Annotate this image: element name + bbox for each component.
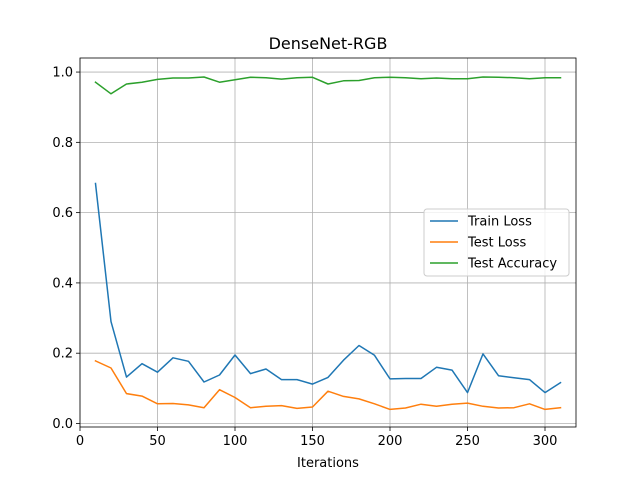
y-tick-label: 0.0 bbox=[52, 417, 73, 432]
x-tick-label: 250 bbox=[455, 434, 480, 449]
legend-label-test-accuracy: Test Accuracy bbox=[467, 257, 557, 272]
x-tick-label: 50 bbox=[149, 434, 166, 449]
x-tick-label: 150 bbox=[300, 434, 325, 449]
series-line-test-loss bbox=[94, 359, 562, 411]
legend-box bbox=[423, 208, 570, 277]
legend-label-test-loss: Test Loss bbox=[467, 236, 526, 251]
chart-title: DenseNet-RGB bbox=[269, 34, 388, 53]
legend: Train Loss Test Loss Test Accuracy bbox=[423, 208, 570, 277]
series-line-test-accuracy bbox=[94, 76, 562, 95]
ticks-layer: 0 50 100 150 200 250 300 0.0 0.2 0.4 0.6 0.8 1.0 bbox=[52, 66, 557, 449]
y-tick-label: 0.6 bbox=[52, 206, 73, 221]
x-tick-label: 100 bbox=[223, 434, 248, 449]
x-axis-label: Iterations bbox=[297, 456, 359, 471]
x-tick-label: 0 bbox=[76, 434, 84, 449]
plot-frame bbox=[79, 57, 577, 428]
y-tick-label: 0.8 bbox=[52, 136, 73, 151]
legend-label-train-loss: Train Loss bbox=[467, 215, 532, 230]
x-tick-label: 200 bbox=[378, 434, 403, 449]
x-tick-label: 300 bbox=[533, 434, 558, 449]
series-line-train-loss bbox=[94, 182, 562, 394]
y-tick-label: 0.4 bbox=[52, 276, 73, 291]
y-tick-label: 1.0 bbox=[52, 66, 73, 81]
y-tick-label: 0.2 bbox=[52, 347, 73, 362]
series-layer bbox=[94, 76, 562, 411]
